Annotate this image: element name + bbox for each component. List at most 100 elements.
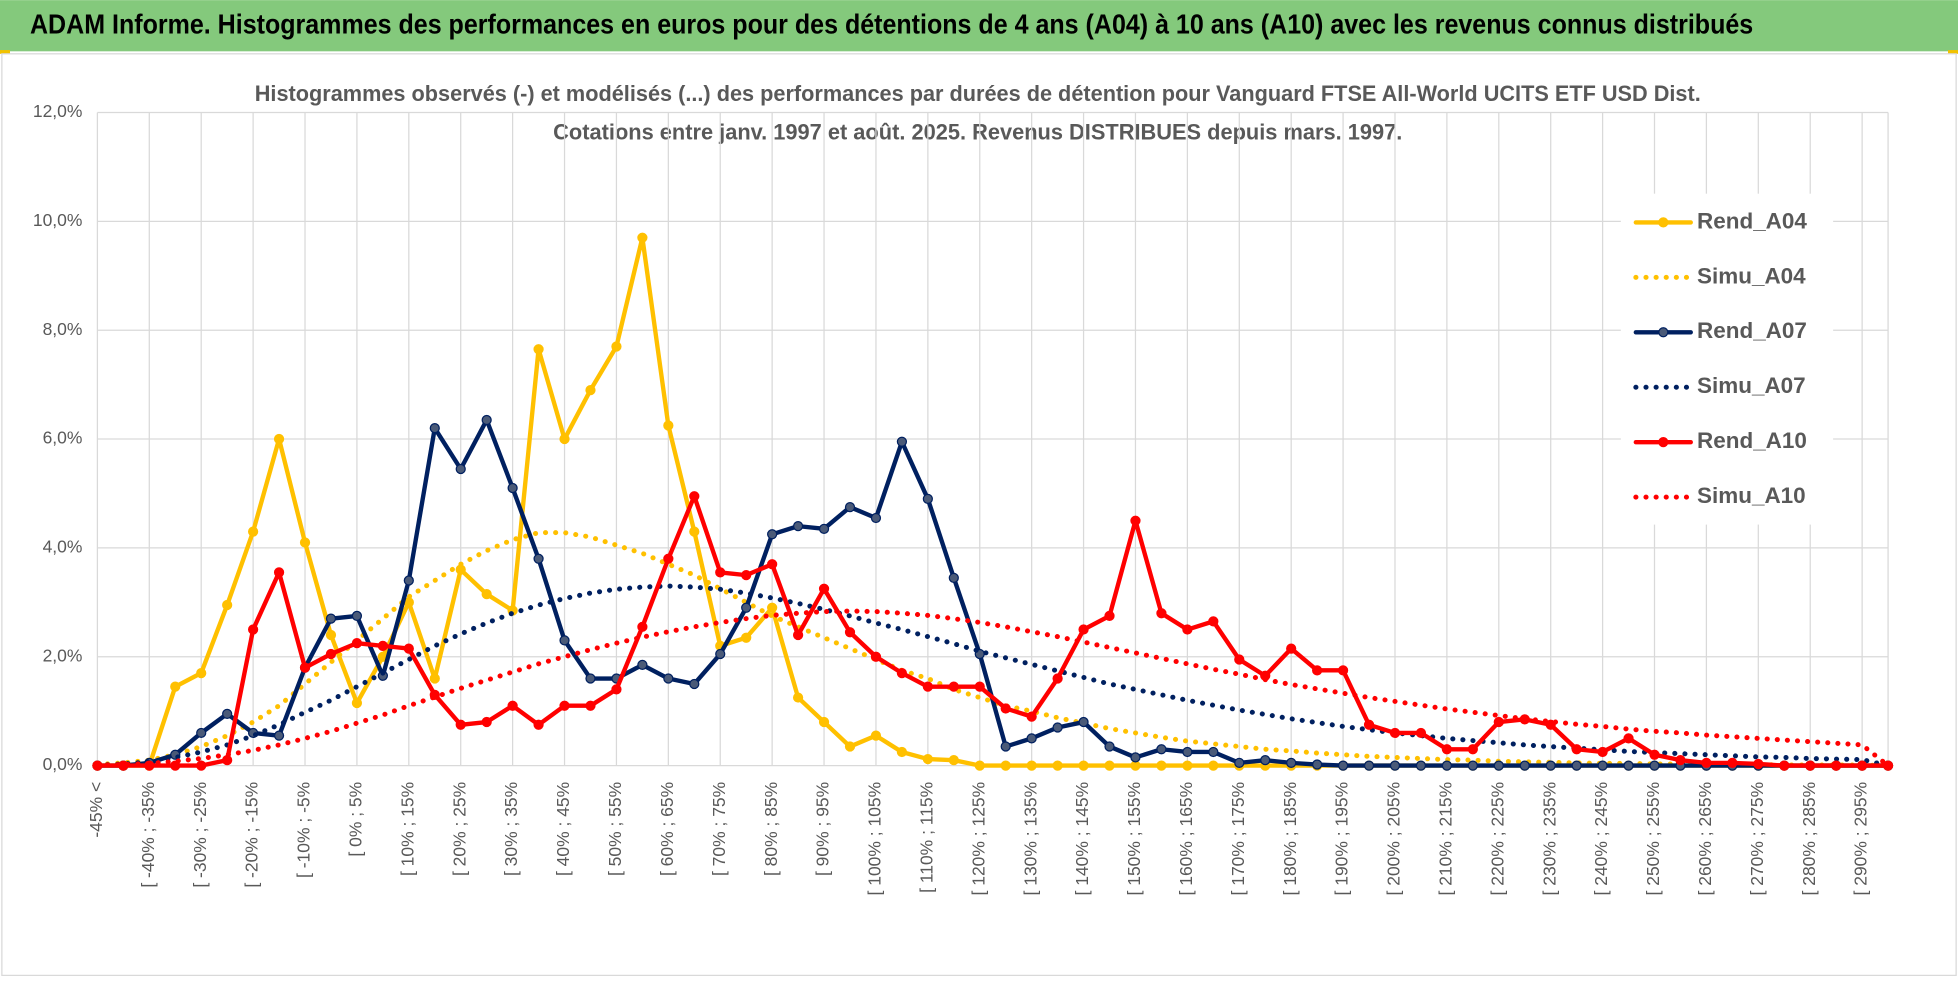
chart-frame — [1, 53, 1957, 977]
series-marker — [585, 384, 596, 396]
series-marker — [1000, 703, 1011, 714]
series-marker — [273, 730, 285, 741]
corner — [0, 50, 10, 54]
series-marker — [1000, 741, 1011, 752]
series-marker — [481, 589, 492, 600]
x-tick-label: [ 20% ; 25% — [449, 782, 469, 876]
series-marker — [533, 553, 544, 564]
x-tick-label: [ 220% ; 225% — [1487, 782, 1507, 896]
legend-label: Simu_A10 — [1697, 483, 1806, 508]
series-marker — [870, 512, 882, 524]
series-marker — [1312, 759, 1323, 770]
series-marker — [222, 755, 233, 766]
series-marker — [351, 697, 363, 709]
x-tick-label: [ 120% ; 125% — [968, 782, 988, 896]
series-marker — [1337, 760, 1349, 771]
header-bar — [0, 0, 1958, 52]
series-marker — [792, 629, 804, 641]
series-marker — [870, 730, 882, 741]
series-marker — [1260, 755, 1271, 766]
legend-label: Rend_A07 — [1697, 318, 1807, 343]
series-marker — [1597, 760, 1608, 771]
x-tick-label: [ 260% ; 265% — [1695, 782, 1715, 896]
series-marker — [325, 648, 337, 660]
series-marker — [948, 755, 959, 766]
series-marker — [689, 491, 700, 502]
y-tick-label: 8,0% — [43, 319, 83, 339]
series-marker — [1130, 515, 1141, 526]
series-marker — [844, 501, 856, 513]
series-marker — [1441, 760, 1453, 771]
series-marker — [663, 553, 674, 564]
series-marker — [1623, 733, 1634, 744]
x-tick-label: -45% < — [86, 782, 106, 838]
series-marker — [1156, 608, 1167, 619]
series-marker — [1078, 716, 1089, 728]
x-tick-label: [ 250% ; 255% — [1643, 782, 1663, 896]
series-marker — [922, 681, 933, 692]
series-marker — [1571, 760, 1582, 771]
series-marker — [1234, 654, 1245, 665]
x-tick-label: [ 70% ; 75% — [709, 782, 729, 876]
series-marker — [559, 635, 570, 646]
series-marker — [1156, 744, 1167, 755]
series-marker — [1208, 760, 1219, 771]
series-marker — [689, 526, 700, 537]
series-marker — [481, 716, 492, 728]
series-marker — [351, 638, 363, 649]
series-marker — [1156, 760, 1167, 771]
series-marker — [741, 602, 752, 613]
series-marker — [377, 640, 388, 651]
series-marker — [948, 681, 959, 692]
series-marker — [1545, 760, 1556, 771]
y-tick-label: 6,0% — [43, 428, 83, 448]
x-tick-label: [ 190% ; 195% — [1332, 782, 1352, 896]
series-marker — [637, 621, 648, 632]
series-marker — [507, 700, 518, 711]
series-marker — [455, 719, 466, 730]
x-tick-label: [ 290% ; 295% — [1851, 782, 1871, 896]
x-tick-label: [ 170% ; 175% — [1228, 782, 1248, 896]
series-marker — [1234, 757, 1245, 768]
series-marker — [611, 341, 622, 352]
series-marker — [1467, 760, 1478, 771]
x-tick-label: [ 200% ; 205% — [1384, 782, 1404, 896]
y-tick-label: 4,0% — [43, 537, 83, 557]
series-marker — [170, 760, 181, 771]
legend-label: Simu_A07 — [1697, 373, 1806, 398]
series-marker — [299, 662, 311, 673]
series-marker — [1597, 746, 1608, 758]
series-marker — [585, 700, 596, 711]
series-marker — [1286, 643, 1297, 654]
x-tick-label: [ 90% ; 95% — [813, 782, 833, 876]
x-tick-label: [ -10% ; -5% — [294, 782, 314, 878]
y-tick-label: 10,0% — [33, 210, 83, 230]
x-tick-label: [ 140% ; 145% — [1072, 782, 1092, 896]
x-tick-label: [ 150% ; 155% — [1124, 782, 1144, 896]
series-marker — [974, 760, 985, 771]
series-marker — [663, 673, 674, 684]
series-marker — [1623, 760, 1634, 771]
x-tick-label: [ 130% ; 135% — [1020, 782, 1040, 896]
chart-title: Histogrammes observés (-) et modélisés (… — [255, 81, 1701, 106]
x-tick-label: [ 100% ; 105% — [865, 782, 885, 896]
series-marker — [1182, 624, 1193, 635]
series-marker — [715, 567, 726, 578]
x-tick-label: [ 0% ; 5% — [346, 782, 366, 857]
series-marker — [1415, 727, 1427, 739]
series-line — [94, 608, 1891, 769]
series-marker — [1545, 719, 1556, 730]
series-marker — [922, 753, 933, 765]
series-marker — [637, 232, 648, 243]
series-marker — [299, 537, 311, 548]
series-marker — [170, 681, 181, 692]
series-marker — [767, 529, 778, 540]
series-marker — [1882, 760, 1894, 771]
x-tick-label: [ -30% ; -25% — [190, 782, 210, 888]
series-marker — [611, 684, 622, 695]
series-marker — [1727, 757, 1738, 768]
legend: Rend_A04 Simu_A04 Rend_A07 Simu_A07 Rend_A10… — [1620, 193, 1834, 525]
series-marker — [741, 632, 752, 643]
series-marker — [1104, 760, 1115, 771]
